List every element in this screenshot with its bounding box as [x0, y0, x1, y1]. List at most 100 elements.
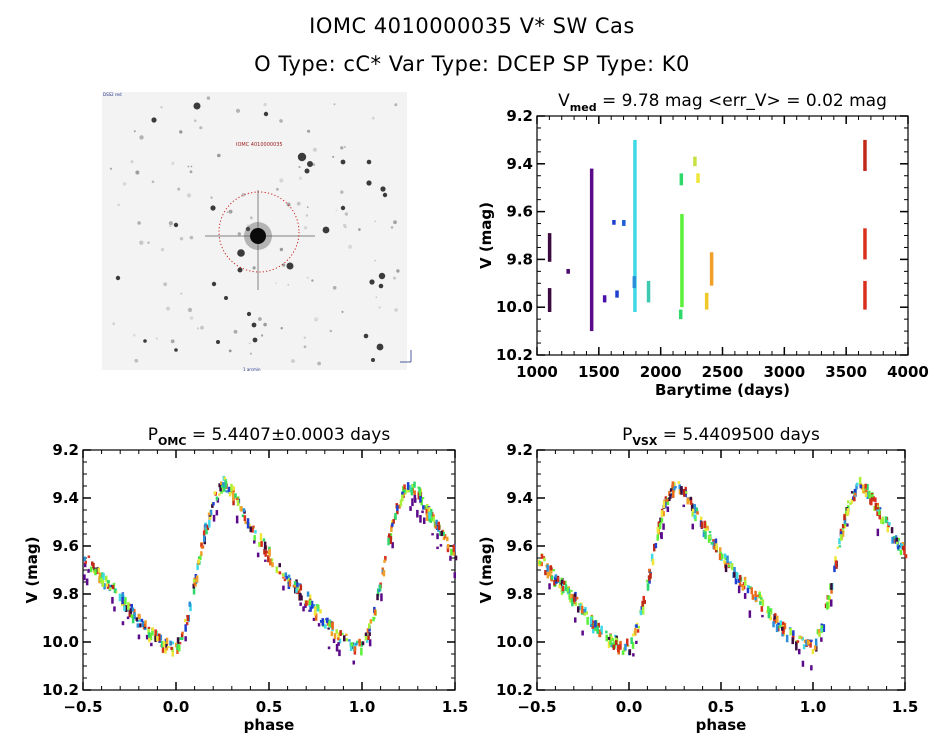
data-point [833, 565, 836, 573]
data-point [626, 638, 629, 647]
data-point [225, 490, 229, 493]
data-point [668, 497, 671, 502]
data-point [170, 646, 173, 650]
data-point [640, 606, 643, 611]
x-tick-label: 0.5 [256, 698, 283, 716]
data-point [693, 504, 696, 511]
faint-star [133, 130, 136, 133]
data-point [895, 537, 898, 542]
data-point [811, 649, 815, 655]
faint-star [189, 316, 194, 320]
data-point [646, 579, 649, 583]
data-point [408, 485, 412, 493]
star [115, 275, 121, 281]
data-point [332, 638, 336, 643]
data-point [365, 639, 369, 643]
data-point [147, 627, 150, 634]
data-point [85, 578, 89, 586]
data-point [686, 498, 689, 505]
data-segment [679, 173, 684, 186]
data-point [129, 608, 133, 614]
data-point [904, 554, 908, 559]
data-point [743, 576, 747, 581]
data-point [368, 639, 372, 647]
data-point [178, 644, 181, 652]
data-point [333, 633, 337, 640]
data-point [888, 522, 891, 526]
plot-frame [82, 449, 456, 691]
data-point [430, 518, 434, 521]
data-point [809, 642, 812, 648]
faint-star [348, 244, 353, 249]
faint-star [396, 269, 400, 273]
x-tick-label: −0.5 [517, 698, 556, 716]
x-tick-label: 4000 [887, 363, 929, 381]
x-tick-label: 1.5 [442, 698, 469, 716]
data-point [123, 605, 126, 612]
faint-star [122, 182, 127, 186]
data-point [796, 640, 800, 643]
data-point [337, 642, 340, 646]
data-point [192, 583, 195, 589]
data-point [263, 549, 266, 555]
data-point [715, 543, 718, 551]
data-point [118, 593, 122, 602]
faint-star [332, 286, 337, 290]
data-point [83, 562, 87, 568]
faint-star [249, 216, 253, 220]
data-point [819, 628, 823, 632]
data-point [268, 546, 271, 551]
data-point [574, 601, 578, 606]
data-point [767, 608, 771, 616]
x-axis-label: Barytime (days) [655, 381, 790, 399]
data-point [136, 623, 140, 628]
data-point [269, 558, 272, 566]
data-point [147, 626, 151, 629]
data-point [242, 508, 246, 513]
data-point [203, 535, 206, 542]
data-point [664, 501, 667, 509]
data-point [358, 639, 361, 644]
data-point [864, 492, 868, 497]
x-tick-label: −0.5 [63, 698, 102, 716]
data-point [596, 626, 599, 634]
data-point [846, 523, 849, 527]
data-point [621, 650, 625, 655]
x-tick-label: 0.0 [163, 698, 190, 716]
faint-star [390, 226, 394, 229]
data-point [176, 644, 179, 651]
faint-star [258, 317, 262, 321]
y-tick-label: 9.2 [52, 441, 79, 459]
data-point [368, 632, 371, 636]
data-point [789, 628, 792, 636]
data-point [646, 583, 650, 591]
y-tick-label: 10.0 [496, 633, 533, 651]
data-point [546, 571, 550, 579]
data-point [773, 614, 776, 620]
faint-star [228, 349, 232, 353]
data-point [724, 564, 728, 573]
faint-star [206, 96, 211, 100]
data-point [653, 543, 656, 552]
data-point [252, 525, 255, 529]
data-point [436, 533, 439, 540]
data-point [871, 494, 874, 498]
data-point [607, 640, 611, 649]
data-point [724, 557, 727, 561]
data-point [760, 606, 764, 612]
data-point [331, 621, 334, 630]
faint-star [394, 103, 398, 107]
data-point [338, 638, 342, 644]
data-point [708, 530, 712, 534]
data-segment [696, 173, 700, 183]
data-point [792, 630, 795, 636]
data-point [160, 640, 164, 648]
data-point [127, 602, 130, 610]
faint-star [303, 336, 306, 339]
data-point [402, 492, 405, 497]
data-point [186, 615, 189, 618]
data-point [729, 561, 732, 564]
data-point [411, 498, 414, 507]
star [245, 226, 251, 232]
y-tick-label: 9.6 [506, 203, 533, 221]
